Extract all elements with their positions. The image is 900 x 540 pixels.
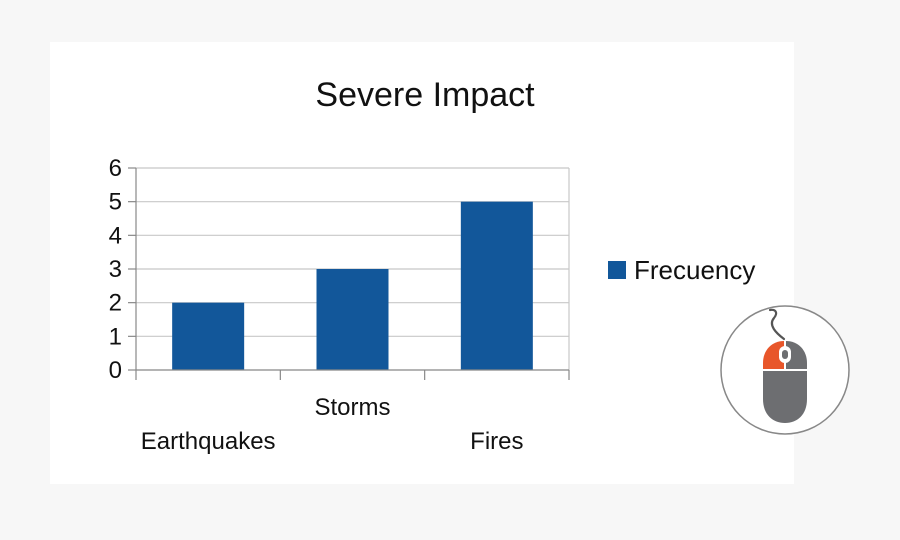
y-tick-label: 6: [109, 155, 122, 182]
y-tick-label: 0: [109, 357, 122, 384]
y-tick-label: 5: [109, 189, 122, 216]
legend-swatch-frecuency: [608, 261, 626, 279]
category-label-storms: Storms: [314, 394, 390, 421]
y-tick-labels: 0 1 2 3 4 5 6: [109, 155, 122, 384]
x-category-labels: Earthquakes Storms Fires: [141, 394, 524, 455]
category-label-fires: Fires: [470, 428, 523, 455]
mouse-click-icon: [720, 305, 850, 435]
bar-storms: [316, 269, 389, 370]
bar-chart: Severe Impact 0 1 2 3 4 5 6 Earthquakes Storms F…: [109, 76, 756, 455]
y-tick-label: 2: [109, 290, 122, 317]
y-tick-label: 4: [109, 222, 122, 249]
y-tick-label: 3: [109, 256, 122, 283]
chart-panel: Severe Impact 0 1 2 3 4 5 6 Earthquakes Storms F…: [50, 42, 794, 484]
bar-fires: [460, 201, 533, 370]
bars: [172, 201, 533, 370]
y-tick-label: 1: [109, 323, 122, 350]
axes: [128, 167, 570, 380]
legend-label-frecuency: Frecuency: [634, 255, 755, 285]
category-label-earthquakes: Earthquakes: [141, 428, 276, 455]
bar-earthquakes: [172, 302, 245, 370]
chart-title: Severe Impact: [315, 76, 535, 114]
legend: Frecuency: [608, 255, 755, 285]
